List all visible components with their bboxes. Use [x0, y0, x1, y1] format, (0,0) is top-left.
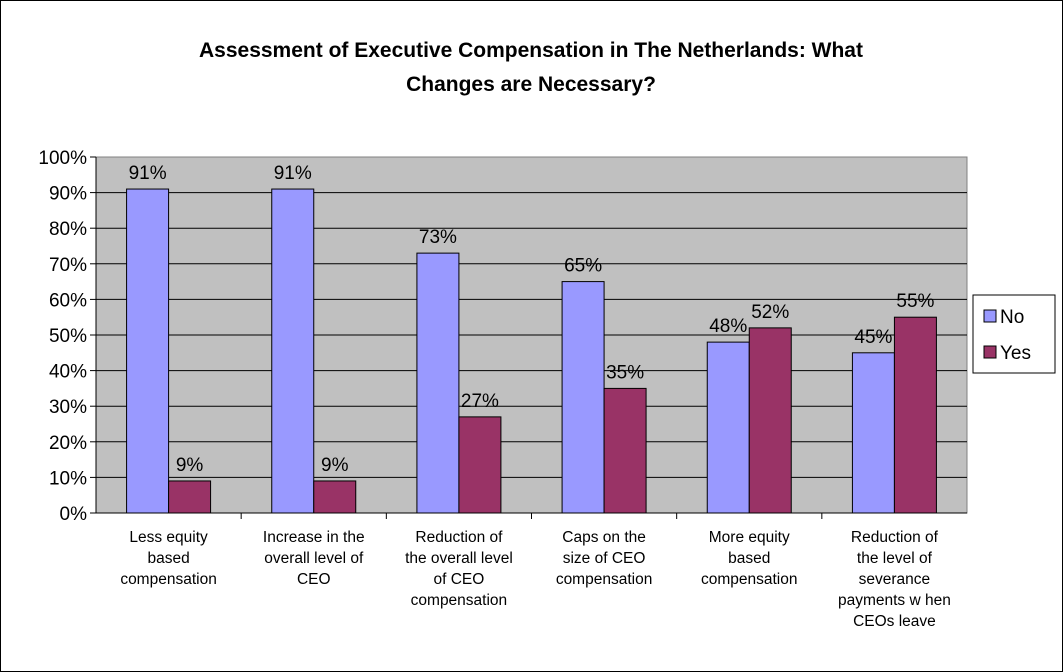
bar-no — [851, 352, 895, 514]
category-label-line: compensation — [411, 592, 508, 609]
category-label-line: the level of — [857, 550, 933, 567]
chart-title-line: Assessment of Executive Compensation in … — [199, 39, 863, 62]
y-tick-label: 90% — [49, 184, 87, 205]
legend-swatch-yes — [983, 345, 997, 359]
category-label-line: compensation — [556, 571, 653, 588]
y-tick-label: 100% — [38, 148, 87, 169]
category-label-line: Increase in the — [263, 529, 365, 546]
data-label: 55% — [896, 291, 934, 312]
legend-swatch-no — [983, 309, 997, 323]
y-tick-label: 70% — [49, 255, 87, 276]
data-label: 52% — [751, 302, 789, 323]
category-label-line: payments w hen — [838, 592, 951, 609]
category-label-line: More equity — [709, 529, 790, 546]
data-label: 91% — [274, 163, 312, 184]
category-label-line: CEOs leave — [853, 613, 936, 630]
y-tick-label: 40% — [49, 362, 87, 383]
y-tick-label: 80% — [49, 219, 87, 240]
bar-no — [126, 188, 170, 514]
data-label: 9% — [176, 455, 204, 476]
category-label-line: based — [147, 550, 189, 567]
bar-no — [271, 188, 315, 514]
y-tick-label: 10% — [49, 468, 87, 489]
bar-yes — [168, 480, 212, 514]
bar-yes — [603, 387, 647, 514]
y-tick-label: 20% — [49, 433, 87, 454]
data-labels: 91% 9% 91% 9% 73% 27% 65% 35% 48%52% 45%55% — [129, 163, 935, 476]
category-label-line: CEO — [297, 571, 331, 588]
y-tick-label: 30% — [49, 397, 87, 418]
y-tick-label: 50% — [49, 326, 87, 347]
bar-yes — [748, 327, 792, 514]
category-label-line: overall level of — [264, 550, 364, 567]
category-label-line: Reduction of — [415, 529, 503, 546]
legend-label-yes: Yes — [1000, 343, 1031, 364]
bar-no — [416, 252, 460, 514]
y-axis-tick-labels: 0% 10% 20% 30% 40% 50% 60% 70% 80% 90% 100% — [38, 148, 87, 525]
y-tick-label: 60% — [49, 290, 87, 311]
category-label-line: of CEO — [434, 571, 485, 588]
bar-yes — [313, 480, 357, 514]
legend-label-no: No — [1000, 307, 1024, 328]
gridlines — [90, 156, 967, 519]
x-axis-category-labels: Less equity based compensation Increase in … — [120, 529, 951, 630]
category-label-line: Caps on the — [562, 529, 646, 546]
data-label: 9% — [321, 455, 349, 476]
data-label: 45% — [854, 327, 892, 348]
data-label: 48% — [709, 316, 747, 337]
category-label-line: compensation — [120, 571, 217, 588]
y-tick-label: 0% — [60, 504, 88, 525]
category-label-line: size of CEO — [563, 550, 646, 567]
category-label-line: Less equity — [129, 529, 208, 546]
legend: No Yes — [972, 294, 1056, 374]
category-label-line: severance — [859, 571, 931, 588]
data-label: 35% — [606, 362, 644, 383]
category-label-line: based — [728, 550, 770, 567]
data-label: 27% — [461, 391, 499, 412]
bar-yes — [458, 416, 502, 514]
data-label: 91% — [129, 163, 167, 184]
data-label: 73% — [419, 227, 457, 248]
bars — [126, 188, 937, 514]
legend-box — [972, 294, 1056, 374]
chart-title: Assessment of Executive Compensation in … — [199, 39, 863, 96]
category-label-line: Reduction of — [851, 529, 939, 546]
bar-yes — [893, 316, 937, 514]
chart-title-line: Changes are Necessary? — [406, 73, 656, 96]
category-label-line: the overall level — [405, 550, 513, 567]
data-label: 65% — [564, 256, 602, 277]
category-label-line: compensation — [701, 571, 798, 588]
bar-no — [561, 281, 605, 514]
bar-no — [706, 341, 750, 514]
